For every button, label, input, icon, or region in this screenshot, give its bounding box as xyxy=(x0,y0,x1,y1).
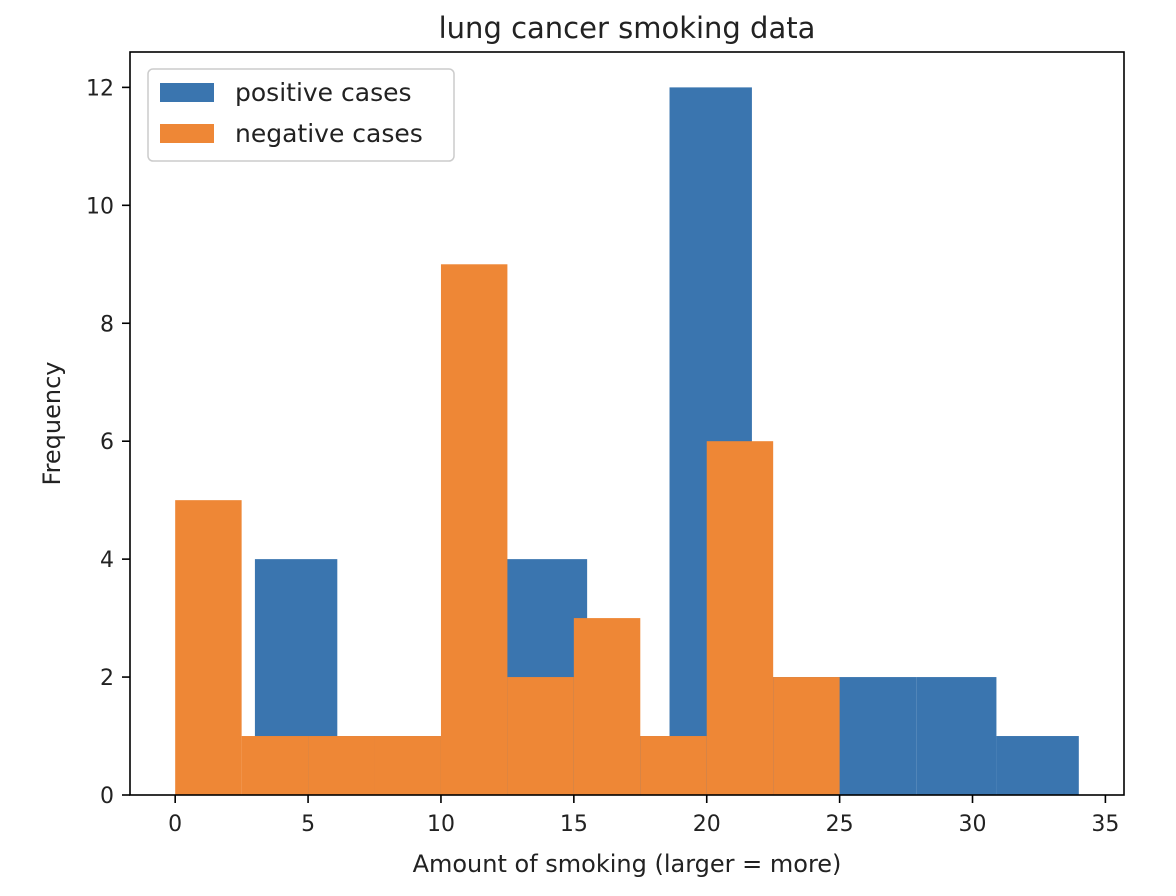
bar-negative-cases-1 xyxy=(241,736,309,795)
chart-title: lung cancer smoking data xyxy=(439,11,816,45)
x-tick-label: 25 xyxy=(826,812,854,837)
bar-positive-cases-8 xyxy=(916,677,997,795)
bar-positive-cases-9 xyxy=(996,736,1079,795)
x-tick-label: 5 xyxy=(301,812,315,837)
series-negative-cases xyxy=(175,264,840,795)
x-axis-title: Amount of smoking (larger = more) xyxy=(413,850,842,878)
x-tick-label: 20 xyxy=(693,812,721,837)
bar-positive-cases-7 xyxy=(834,677,917,795)
bar-negative-cases-9 xyxy=(773,677,840,795)
bar-negative-cases-2 xyxy=(308,736,375,795)
legend-label-positive-cases: positive cases xyxy=(235,78,412,107)
bar-negative-cases-3 xyxy=(374,736,441,795)
x-tick-label: 10 xyxy=(427,812,455,837)
bar-negative-cases-5 xyxy=(507,677,574,795)
legend: positive cases negative cases xyxy=(147,68,455,162)
bar-negative-cases-6 xyxy=(573,618,641,795)
y-tick-label: 8 xyxy=(100,312,114,337)
bars-layer xyxy=(175,87,1079,795)
legend-swatch-negative-cases xyxy=(160,124,214,143)
x-tick-label: 15 xyxy=(560,812,588,837)
y-tick-label: 10 xyxy=(86,194,114,219)
y-tick-label: 2 xyxy=(100,666,114,691)
x-tick-label: 35 xyxy=(1091,812,1119,837)
x-tick-label: 30 xyxy=(959,812,987,837)
legend-box xyxy=(147,68,455,162)
bar-negative-cases-7 xyxy=(640,736,707,795)
y-axis-title: Frequency xyxy=(38,362,66,486)
legend-label-negative-cases: negative cases xyxy=(235,119,423,148)
legend-swatch-positive-cases xyxy=(160,83,214,102)
y-axis: 0 2 4 6 8 10 12 xyxy=(86,76,130,809)
bar-negative-cases-8 xyxy=(706,441,774,795)
y-tick-label: 0 xyxy=(100,784,114,809)
x-tick-label: 0 xyxy=(168,812,182,837)
y-tick-label: 12 xyxy=(86,76,114,101)
plot-frame xyxy=(129,51,1125,796)
x-axis: 0 5 10 15 20 25 30 35 xyxy=(168,795,1119,837)
y-tick-label: 4 xyxy=(100,548,114,573)
y-tick-label: 6 xyxy=(100,430,114,455)
bar-negative-cases-4 xyxy=(440,264,508,795)
bar-negative-cases-0 xyxy=(175,500,242,795)
